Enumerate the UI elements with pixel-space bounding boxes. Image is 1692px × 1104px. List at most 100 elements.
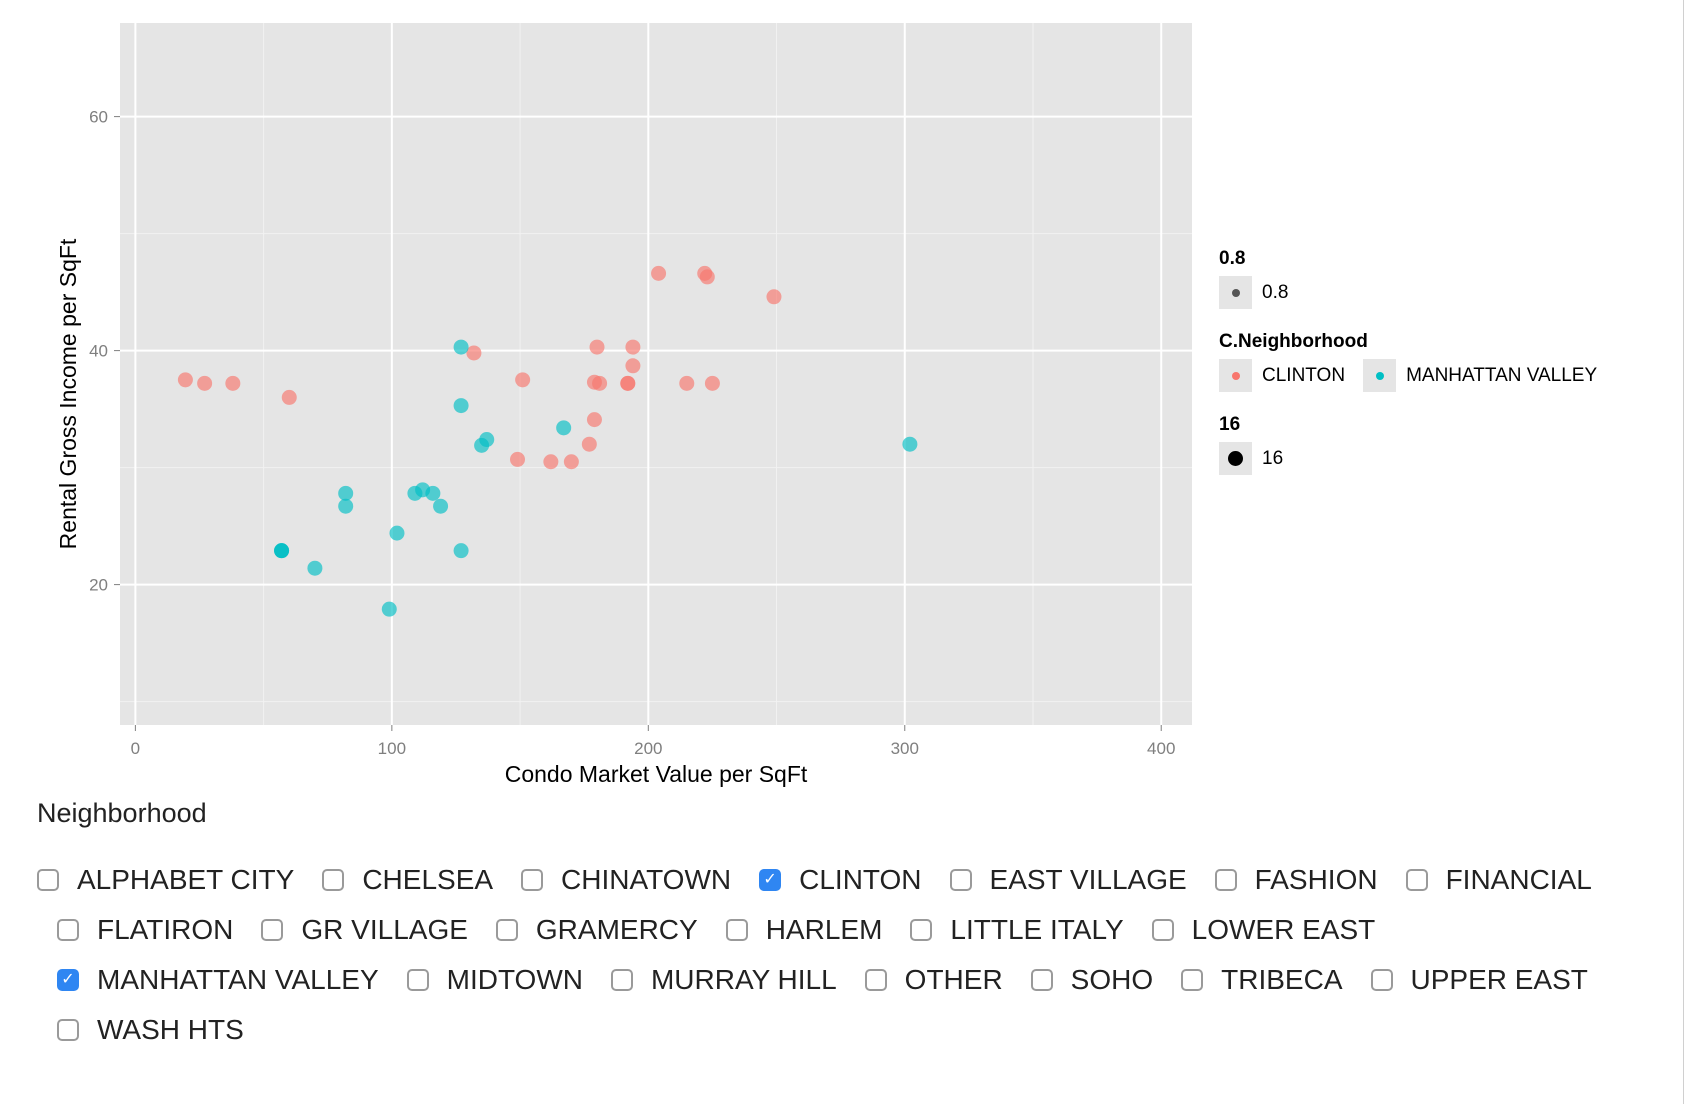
point-clinton [515,372,531,388]
checkbox-gr-village[interactable] [261,919,284,941]
point-clinton [281,389,297,405]
checkbox-alphabet-city[interactable] [37,869,59,891]
y-axis-title: Rental Gross Income per SqFt [55,238,81,549]
legend-alpha-key [1219,276,1252,309]
y-tick-label: 40 [89,342,108,361]
checkbox-row: WASH HTS [37,1005,1637,1055]
checkbox-option-upper-east[interactable]: UPPER EAST [1370,964,1588,996]
checkbox-option-gramercy[interactable]: GRAMERCY [495,914,698,946]
legend-size-label: 16 [1262,447,1284,469]
checkbox-label: TRIBECA [1221,964,1343,995]
checkbox-lower-east[interactable] [1151,919,1174,941]
point-clinton [620,375,636,391]
checkbox-option-wash-hts[interactable]: WASH HTS [57,1014,244,1046]
legend-alpha: 0.8 0.8 [1219,248,1605,309]
x-tick-label: 0 [131,739,140,758]
point-manhattan-valley [274,543,290,559]
checkbox-label: MURRAY HILL [650,964,837,995]
point-clinton [679,375,695,391]
point-clinton [699,269,715,285]
scatter-plot: 0 100 200 300 400 20 40 60 Condo Market Value pe… [55,23,1192,787]
checkbox-option-murray-hill[interactable]: MURRAY HILL [610,964,837,996]
point-clinton [625,358,641,374]
legend-clinton-key [1219,359,1252,392]
checkbox-option-financial[interactable]: FINANCIAL [1405,864,1592,896]
y-tick-label: 20 [89,576,108,595]
checkbox-option-fashion[interactable]: FASHION [1214,864,1378,896]
x-tick-label: 300 [891,739,919,758]
checkbox-label: CHINATOWN [561,864,732,895]
checkbox-option-manhattan-valley[interactable]: ✓ MANHATTAN VALLEY [57,964,379,996]
checkbox-option-midtown[interactable]: MIDTOWN [406,964,583,996]
checkbox-chelsea[interactable] [322,869,345,891]
point-manhattan-valley [381,601,397,617]
point-clinton [766,289,782,305]
legend-color-title: C.Neighborhood [1219,331,1368,352]
legend-size-title: 16 [1219,414,1241,435]
point-manhattan-valley [425,485,441,501]
y-tick-label: 60 [89,108,108,127]
legend-size: 16 16 [1219,414,1605,475]
checkbox-fashion[interactable] [1214,869,1237,891]
checkbox-option-flatiron[interactable]: FLATIRON [57,914,233,946]
x-tick-label: 100 [378,739,406,758]
plot-legend: 0.8 0.8 C.Neighborhood CLINTON MANHATTAN… [1219,248,1605,497]
checkbox-other[interactable] [864,969,887,991]
checkbox-label: MIDTOWN [446,964,583,995]
point-clinton [589,339,605,355]
checkbox-label: LOWER EAST [1191,914,1376,945]
point-clinton [177,372,193,388]
legend-manhattan-valley-key [1363,359,1397,392]
point-manhattan-valley [479,432,495,448]
point-manhattan-valley [307,560,323,576]
x-tick-label: 400 [1147,739,1175,758]
legend-size-dot [1228,451,1243,466]
point-clinton [592,375,608,391]
checkbox-soho[interactable] [1030,969,1053,991]
checkbox-option-alphabet-city[interactable]: ALPHABET CITY [37,864,294,896]
checkbox-option-gr-village[interactable]: GR VILLAGE [261,914,468,946]
checkbox-option-other[interactable]: OTHER [864,964,1003,996]
checkbox-midtown[interactable] [406,969,429,991]
point-manhattan-valley [433,498,449,514]
checkbox-gramercy[interactable] [495,919,518,941]
legend-color: C.Neighborhood CLINTON MANHATTAN VALLEY [1219,331,1605,392]
checkbox-upper-east[interactable] [1370,969,1393,991]
checkbox-manhattan-valley[interactable]: ✓ [57,969,79,991]
checkbox-financial[interactable] [1405,869,1428,891]
legend-alpha-title: 0.8 [1219,248,1246,269]
checkbox-flatiron[interactable] [57,919,79,941]
checkbox-option-soho[interactable]: SOHO [1030,964,1153,996]
checkbox-clinton[interactable]: ✓ [759,869,782,891]
checkbox-option-tribeca[interactable]: TRIBECA [1181,964,1343,996]
checkbox-option-clinton[interactable]: ✓ CLINTON [759,864,922,896]
checkbox-option-lower-east[interactable]: LOWER EAST [1151,914,1376,946]
checkbox-harlem[interactable] [725,919,748,941]
plot-panel [120,23,1192,725]
checkbox-little-italy[interactable] [910,919,933,941]
point-clinton [625,339,641,355]
neighborhood-filter: Neighborhood ALPHABET CITY CHELSEA CHINATO… [37,798,1637,1055]
checkbox-option-little-italy[interactable]: LITTLE ITALY [910,914,1124,946]
checkbox-east-village[interactable] [949,869,972,891]
legend-clinton-label: CLINTON [1262,364,1346,386]
checkbox-murray-hill[interactable] [610,969,633,991]
x-axis-title: Condo Market Value per SqFt [505,761,808,787]
checkbox-label: FASHION [1254,864,1378,895]
checkbox-chinatown[interactable] [521,869,544,891]
point-clinton [466,345,482,361]
point-clinton [563,454,579,470]
checkbox-option-harlem[interactable]: HARLEM [725,914,882,946]
checkbox-option-chinatown[interactable]: CHINATOWN [521,864,731,896]
checkbox-label: CLINTON [799,864,922,895]
checkbox-tribeca[interactable] [1181,969,1204,991]
checkbox-option-chelsea[interactable]: CHELSEA [322,864,493,896]
legend-manhattan-valley-dot [1375,371,1384,380]
legend-alpha-dot [1231,288,1240,297]
checkbox-option-east-village[interactable]: EAST VILLAGE [949,864,1187,896]
legend-manhattan-valley-label: MANHATTAN VALLEY [1406,364,1598,386]
x-tick-label: 200 [634,739,662,758]
checkbox-wash-hts[interactable] [57,1019,79,1041]
point-manhattan-valley [556,420,572,436]
legend-alpha-label: 0.8 [1262,281,1289,303]
